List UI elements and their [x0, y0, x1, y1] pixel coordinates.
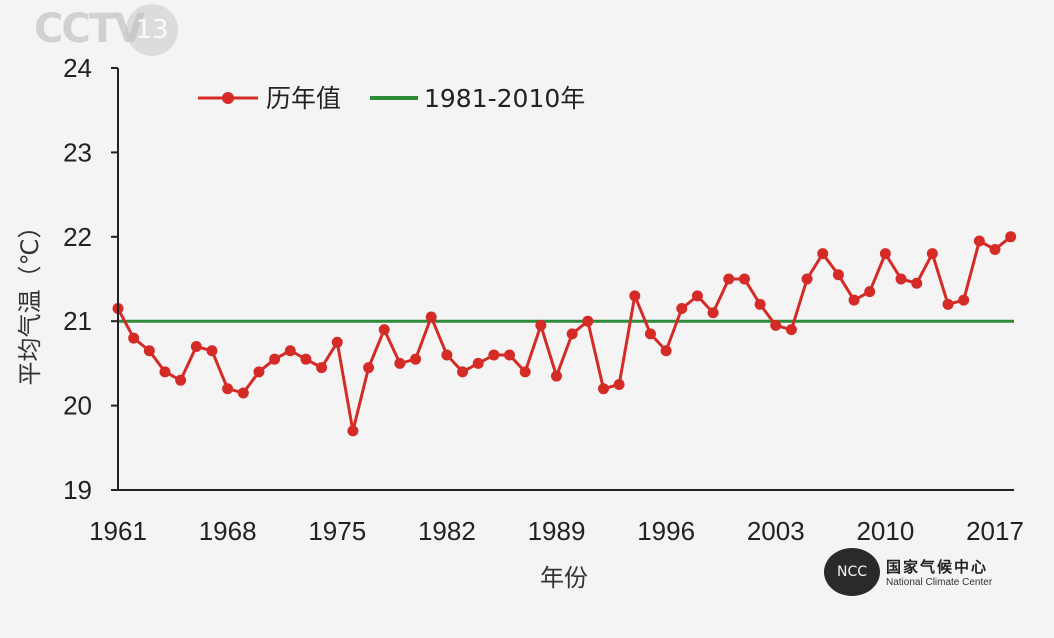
data-point-1982: [441, 349, 453, 361]
x-tick-label: 2010: [856, 516, 914, 546]
data-point-1979: [394, 357, 406, 369]
legend-baseline-label: 1981-2010年: [424, 84, 585, 113]
data-point-1972: [284, 345, 296, 357]
data-point-1969: [237, 387, 249, 399]
legend-series-label: 历年值: [266, 84, 341, 113]
annual-temperature-points: [112, 231, 1017, 437]
data-point-2012: [911, 277, 923, 289]
data-point-1967: [206, 345, 218, 357]
channel-number-badge: 13: [126, 4, 178, 56]
x-tick-label: 1989: [528, 516, 586, 546]
data-point-1999: [707, 307, 719, 319]
data-point-1989: [551, 370, 562, 382]
x-tick-label: 1961: [89, 516, 147, 546]
data-point-1980: [410, 353, 422, 365]
ncc-name-en: National Climate Center: [886, 577, 993, 588]
data-point-2016: [973, 235, 985, 247]
data-point-1987: [519, 366, 531, 378]
data-point-1971: [269, 353, 281, 365]
x-tick-label: 1968: [199, 516, 257, 546]
cctv-watermark: CCTV: [34, 6, 145, 52]
data-point-1966: [190, 341, 202, 353]
ncc-emblem-icon: NCC: [824, 548, 880, 596]
data-point-1991: [582, 315, 594, 327]
data-point-2018: [1005, 231, 1017, 243]
y-tick-label: 21: [63, 306, 92, 336]
data-point-1965: [175, 374, 187, 386]
x-ticks: 1961 1968 1975 1982 1989 1996 2003 2010 2017: [89, 516, 1024, 546]
data-point-1974: [316, 362, 328, 374]
data-point-2013: [926, 248, 938, 260]
x-tick-label: 1982: [418, 516, 476, 546]
x-tick-label: 1996: [637, 516, 695, 546]
data-point-1995: [644, 328, 656, 340]
data-point-2009: [864, 286, 876, 298]
data-point-2006: [817, 248, 829, 260]
data-point-1981: [425, 311, 437, 323]
data-point-1984: [472, 357, 484, 369]
data-point-1985: [488, 349, 500, 361]
data-point-1968: [222, 383, 234, 395]
data-point-2004: [785, 324, 797, 336]
data-point-1977: [363, 362, 375, 374]
data-point-1990: [566, 328, 578, 340]
data-point-1962: [128, 332, 140, 344]
ncc-logo-block: NCC 国家气候中心 National Climate Center: [824, 548, 992, 596]
y-tick-label: 24: [63, 53, 92, 83]
y-tick-label: 20: [63, 391, 92, 421]
y-ticks: 19 20 21 22 23 24: [63, 53, 118, 505]
y-axis-title: 平均气温（℃）: [16, 215, 44, 386]
data-point-2001: [738, 273, 750, 285]
data-point-2005: [801, 273, 813, 285]
data-point-1997: [676, 303, 688, 315]
data-point-1973: [300, 353, 312, 365]
data-point-2015: [958, 294, 970, 306]
data-point-1988: [535, 319, 547, 331]
annual-temperature-line: [116, 235, 1012, 432]
data-point-1994: [629, 290, 641, 302]
data-point-1970: [253, 366, 265, 378]
data-point-1998: [691, 290, 703, 302]
data-point-1963: [143, 345, 155, 357]
data-point-2008: [848, 294, 860, 306]
x-tick-label: 1975: [308, 516, 366, 546]
data-point-2003: [770, 319, 782, 331]
data-point-2002: [754, 298, 766, 310]
data-point-1975: [331, 336, 343, 348]
legend-series-marker: [222, 92, 234, 104]
data-point-1978: [378, 324, 390, 336]
data-point-2017: [989, 243, 1001, 255]
data-point-2007: [832, 269, 844, 281]
x-axis-title: 年份: [540, 564, 588, 592]
data-point-1996: [660, 345, 672, 357]
data-point-2014: [942, 298, 954, 310]
data-point-2010: [879, 248, 891, 260]
data-point-1964: [159, 366, 171, 378]
y-tick-label: 23: [63, 137, 92, 167]
data-point-1986: [504, 349, 516, 361]
data-point-1983: [457, 366, 469, 378]
data-point-1993: [613, 379, 625, 390]
y-tick-label: 22: [63, 222, 92, 252]
data-point-2000: [723, 273, 735, 285]
x-tick-label: 2017: [966, 516, 1024, 546]
y-tick-label: 19: [63, 475, 92, 505]
ncc-name-cn: 国家气候中心: [886, 558, 989, 576]
x-tick-label: 2003: [747, 516, 805, 546]
legend: 历年值 1981-2010年: [198, 84, 585, 113]
data-point-2011: [895, 273, 907, 285]
data-point-1992: [597, 383, 609, 395]
data-point-1976: [347, 425, 359, 437]
